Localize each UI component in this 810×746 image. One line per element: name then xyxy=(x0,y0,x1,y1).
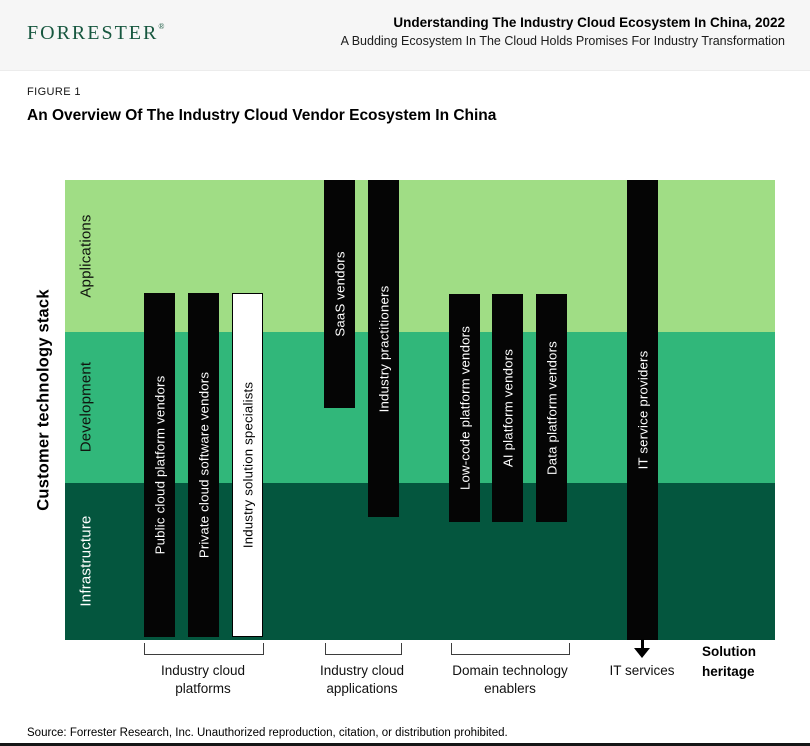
bar-label: Low-code platform vendors xyxy=(457,325,472,491)
bottom-rule xyxy=(0,743,810,746)
figure-title: An Overview Of The Industry Cloud Vendor… xyxy=(27,107,497,124)
bar-industry-practitioners: Industry practitioners xyxy=(368,180,399,517)
bar-label: SaaS vendors xyxy=(332,251,347,337)
bar-label: Industry practitioners xyxy=(376,285,391,412)
report-title-block: Understanding The Industry Cloud Ecosyst… xyxy=(341,15,785,48)
down-arrow-head-icon xyxy=(634,648,650,658)
band-label-infrastructure: Infrastructure xyxy=(77,515,95,607)
bar-label: Data platform vendors xyxy=(544,341,559,475)
report-header: FORRESTER® Understanding The Industry Cl… xyxy=(0,0,810,71)
bar-label: Public cloud platform vendors xyxy=(152,375,167,555)
bar-private-cloud-software-vendors: Private cloud software vendors xyxy=(188,293,219,637)
group-label-industry-cloud-platforms: Industry cloud platforms xyxy=(160,663,246,696)
bar-label: Industry solution specialists xyxy=(240,381,255,549)
bar-industry-solution-specialists: Industry solution specialists xyxy=(232,293,263,637)
band-label-development: Development xyxy=(77,361,95,453)
bar-label: Private cloud software vendors xyxy=(196,371,211,559)
bracket-industry-cloud-platforms xyxy=(144,643,264,655)
band-label-applications: Applications xyxy=(77,214,95,298)
forrester-logo: FORRESTER® xyxy=(27,22,164,45)
bar-it-service-providers: IT service providers xyxy=(627,180,658,640)
bar-public-cloud-platform-vendors: Public cloud platform vendors xyxy=(144,293,175,637)
bar-data-platform-vendors: Data platform vendors xyxy=(536,294,567,522)
bracket-domain-technology-enablers xyxy=(451,643,570,655)
bracket-industry-cloud-applications xyxy=(325,643,402,655)
y-axis-label: Customer technology stack xyxy=(34,289,53,511)
source-note: Source: Forrester Research, Inc. Unautho… xyxy=(27,727,508,739)
group-label-domain-technology-enablers: Domain technology enablers xyxy=(452,663,568,696)
bar-ai-platform-vendors: AI platform vendors xyxy=(492,294,523,522)
group-label-industry-cloud-applications: Industry cloud applications xyxy=(319,663,405,696)
stack-diagram: Applications Development Infrastructure … xyxy=(65,180,775,640)
bar-label: IT service providers xyxy=(635,350,650,470)
bar-label: AI platform vendors xyxy=(500,348,515,468)
forrester-logo-text: FORRESTER xyxy=(27,22,159,44)
registered-trademark-mark: ® xyxy=(158,22,165,31)
down-arrow-icon xyxy=(641,639,644,650)
figure-number-label: FIGURE 1 xyxy=(27,86,81,98)
bar-low-code-platform-vendors: Low-code platform vendors xyxy=(449,294,480,522)
report-subtitle: A Budding Ecosystem In The Cloud Holds P… xyxy=(340,34,785,48)
report-title: Understanding The Industry Cloud Ecosyst… xyxy=(393,15,785,30)
x-axis-label-solution-heritage: Solution heritage xyxy=(702,644,756,679)
bar-saas-vendors: SaaS vendors xyxy=(324,180,355,408)
group-label-it-services: IT services xyxy=(609,663,675,678)
